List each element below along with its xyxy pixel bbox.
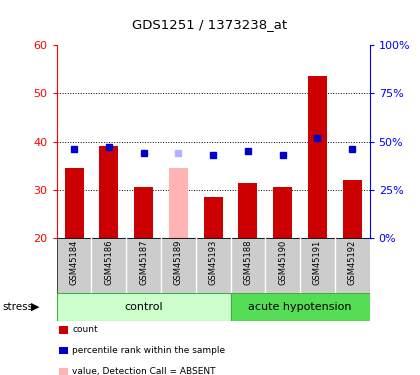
Text: GSM45193: GSM45193	[209, 240, 218, 285]
Bar	[231, 292, 370, 321]
Text: GSM45187: GSM45187	[139, 240, 148, 285]
Text: acute hypotension: acute hypotension	[248, 302, 352, 312]
Text: GSM45189: GSM45189	[174, 240, 183, 285]
Bar	[343, 180, 362, 238]
Text: GSM45191: GSM45191	[313, 240, 322, 285]
Text: percentile rank within the sample: percentile rank within the sample	[72, 346, 226, 355]
Text: control: control	[124, 302, 163, 312]
Text: count: count	[72, 326, 98, 334]
Text: value, Detection Call = ABSENT: value, Detection Call = ABSENT	[72, 367, 216, 375]
Bar	[169, 168, 188, 238]
Text: GSM45190: GSM45190	[278, 240, 287, 285]
Text: GSM45184: GSM45184	[70, 240, 79, 285]
Bar	[204, 197, 223, 238]
Bar	[308, 76, 327, 238]
Text: stress: stress	[2, 302, 33, 312]
Bar	[99, 146, 118, 238]
Text: ▶: ▶	[31, 302, 39, 312]
Bar	[57, 292, 231, 321]
Text: GSM45192: GSM45192	[348, 240, 357, 285]
Text: GDS1251 / 1373238_at: GDS1251 / 1373238_at	[132, 18, 288, 31]
Bar	[273, 188, 292, 238]
Text: GSM45186: GSM45186	[104, 240, 113, 285]
Bar	[134, 188, 153, 238]
Text: GSM45188: GSM45188	[244, 240, 252, 285]
Bar	[239, 183, 257, 238]
Bar	[65, 168, 84, 238]
